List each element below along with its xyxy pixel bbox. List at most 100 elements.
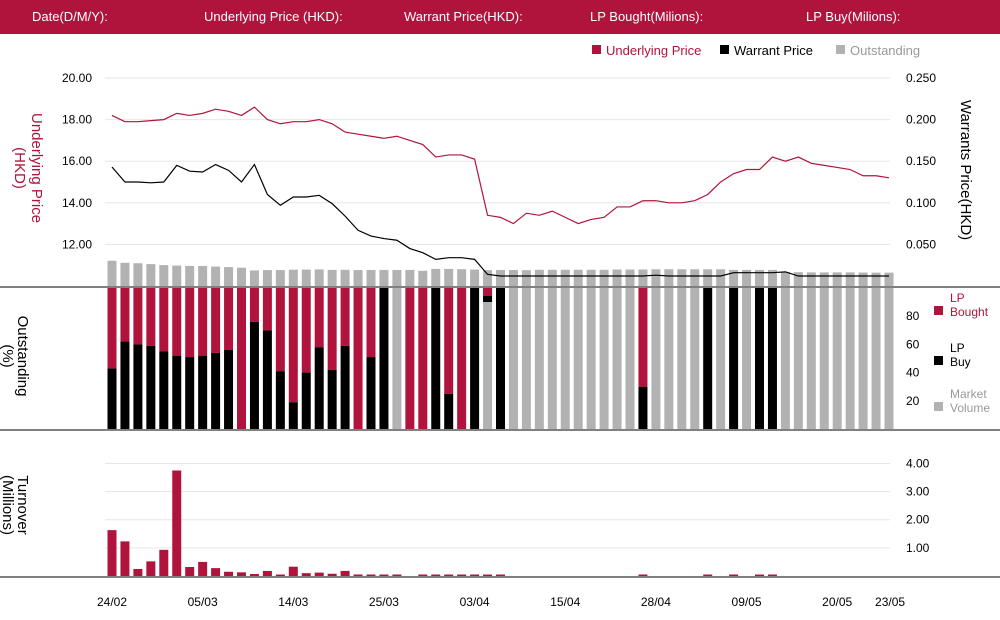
turnover-bar: [301, 573, 311, 576]
left-axis-tick: 14.00: [62, 196, 92, 210]
outstanding-bar: [301, 269, 311, 286]
right-axis-tick: 0.100: [906, 196, 936, 210]
outstanding-bar: [496, 270, 505, 286]
outstanding-bar: [664, 269, 674, 286]
turnover-bar: [457, 574, 467, 576]
turnover-bar: [392, 574, 402, 576]
outstanding-bar: [793, 272, 803, 286]
right-axis-label: Warrants Price(HKD): [957, 100, 974, 240]
lp-buy-bar: [211, 352, 221, 429]
outstanding-bar: [755, 269, 764, 286]
warrant-price-label: Warrant Price(HKD):: [404, 9, 523, 24]
right-axis-tick: 0.250: [906, 71, 936, 85]
turnover-axis-tick: 1.00: [906, 541, 930, 555]
turnover-bar: [133, 568, 143, 576]
left-axis-tick: 18.00: [62, 113, 92, 127]
turnover-axis-tick: 3.00: [906, 485, 930, 499]
lp-axis-label-unit: (%): [0, 344, 16, 367]
lp-legend-swatch: [934, 402, 943, 411]
turnover-bar: [211, 568, 221, 576]
turnover-bar: [159, 549, 169, 576]
turnover-bar: [444, 574, 454, 576]
x-axis-tick: 03/04: [460, 595, 490, 609]
lp-buy-bar: [755, 288, 764, 429]
lp-bought-bar: [211, 288, 221, 353]
lp-buy-bar: [483, 296, 493, 302]
market-volume-bar: [806, 288, 816, 429]
outstanding-bar: [871, 272, 881, 286]
outstanding-bar: [547, 269, 557, 286]
turnover-bar: [431, 574, 441, 576]
outstanding-bar: [638, 269, 648, 286]
market-volume-bar: [677, 288, 687, 429]
turnover-bar: [275, 574, 285, 576]
outstanding-bar: [729, 269, 739, 286]
turnover-bar: [470, 574, 480, 576]
turnover-bar: [314, 572, 324, 576]
outstanding-bar: [133, 263, 143, 286]
outstanding-bar: [586, 269, 596, 286]
market-volume-bar: [819, 288, 829, 429]
turnover-bar: [767, 574, 777, 576]
lp-bought-bar: [275, 288, 285, 372]
lp-bought-bar: [353, 288, 363, 429]
market-volume-bar: [573, 288, 583, 429]
lp-buy-label: LP Buy(Milions):: [806, 9, 901, 24]
lp-buy-bar: [120, 341, 130, 429]
x-axis-tick: 20/05: [822, 595, 852, 609]
left-axis-tick: 12.00: [62, 237, 92, 251]
market-volume-bar: [612, 288, 622, 429]
left-axis-label: Underlying Price: [28, 113, 45, 223]
warrant-price-line: [111, 163, 889, 277]
lp-legend-label: Market: [950, 387, 987, 401]
lp-axis-label: Outstanding: [14, 316, 31, 397]
lp-bought-bar: [327, 288, 337, 370]
legend-label: Warrant Price: [734, 43, 813, 58]
outstanding-bar: [521, 270, 531, 286]
lp-bought-bar: [418, 288, 428, 429]
outstanding-bar: [625, 269, 635, 286]
outstanding-bar: [275, 270, 285, 286]
lp-buy-bar: [340, 345, 350, 429]
lp-axis-tick: 20: [906, 394, 920, 408]
lp-buy-bar: [249, 321, 259, 429]
lp-bought-bar: [288, 288, 298, 403]
lp-buy-bar: [198, 355, 208, 429]
lp-bought-bar: [366, 288, 376, 358]
market-volume-bar: [625, 288, 635, 429]
x-axis-tick: 25/03: [369, 595, 399, 609]
lp-bought-bar: [107, 288, 117, 369]
outstanding-bar: [612, 269, 622, 286]
outstanding-bar: [340, 269, 350, 286]
market-volume-bar: [845, 288, 855, 429]
outstanding-bar: [392, 270, 402, 286]
lp-buy-bar: [496, 288, 505, 429]
turnover-bar: [185, 566, 195, 576]
lp-bought-bar: [249, 288, 259, 322]
outstanding-bar: [703, 269, 713, 286]
x-axis-tick: 15/04: [550, 595, 580, 609]
lp-buy-bar: [327, 369, 337, 429]
turnover-axis-tick: 4.00: [906, 456, 930, 470]
lp-buy-bar: [431, 288, 441, 429]
right-axis-tick: 0.200: [906, 113, 936, 127]
turnover-axis-tick: 2.00: [906, 513, 930, 527]
market-volume-bar: [793, 288, 803, 429]
market-volume-bar: [547, 288, 557, 429]
lp-bought-bar: [159, 288, 169, 352]
outstanding-bar: [444, 268, 454, 286]
outstanding-bar: [677, 269, 687, 286]
lp-buy-bar: [172, 355, 182, 429]
outstanding-bar: [172, 265, 182, 286]
outstanding-bar: [884, 272, 894, 286]
outstanding-bar: [431, 268, 441, 286]
lp-bought-bar: [198, 288, 208, 356]
outstanding-bar: [211, 266, 221, 286]
lp-bought-bar: [457, 288, 467, 429]
outstanding-bar: [249, 270, 259, 286]
market-volume-bar: [508, 288, 518, 429]
outstanding-bar: [819, 272, 829, 286]
turnover-axis-label-unit: (Millions): [0, 475, 16, 535]
underlying-price-line: [111, 106, 890, 225]
lp-bought-bar: [185, 288, 195, 358]
